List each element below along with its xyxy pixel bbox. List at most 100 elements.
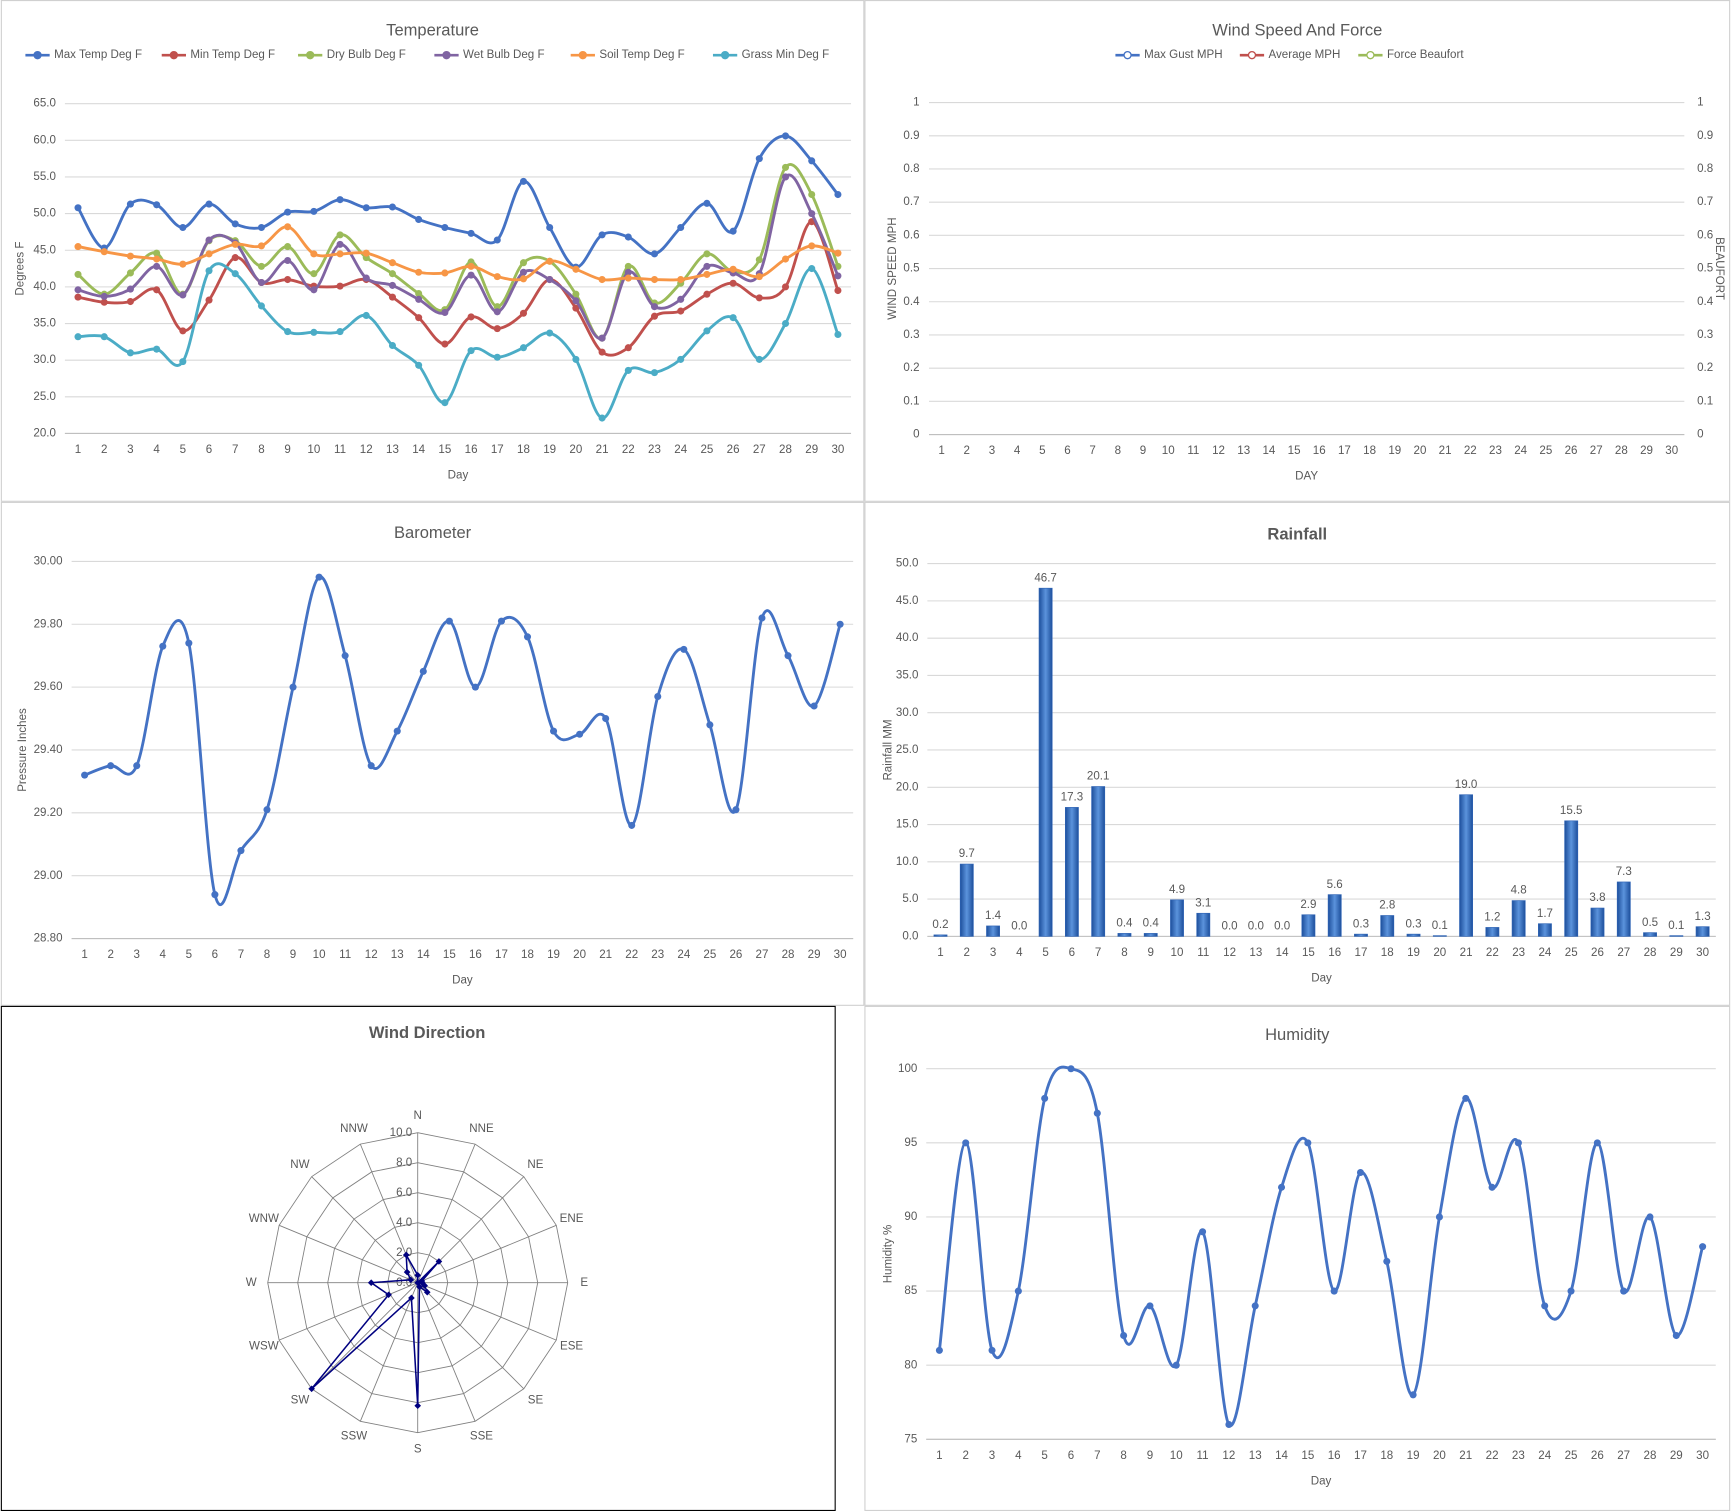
data-label: 0.0 <box>1248 921 1264 933</box>
point <box>519 268 528 276</box>
point <box>336 282 344 290</box>
data-label: 0.0 <box>1222 921 1238 933</box>
x-tick-label: 22 <box>1464 445 1477 457</box>
x-tick-label: 25 <box>703 949 716 961</box>
series-line <box>84 575 842 906</box>
point <box>159 642 167 650</box>
x-tick-label: 10 <box>313 949 326 961</box>
x-tick-label: 28 <box>779 444 792 456</box>
x-tick-label: 5 <box>1039 445 1045 457</box>
data-label: 0.4 <box>1143 918 1160 930</box>
x-tick-label: 10 <box>1170 1450 1183 1462</box>
x-tick-label: 18 <box>1380 1450 1393 1462</box>
point <box>388 259 396 267</box>
x-tick-label: 24 <box>1538 947 1551 959</box>
point <box>310 286 318 294</box>
x-tick-label: 22 <box>1486 947 1499 959</box>
category-label: NNW <box>340 1123 368 1135</box>
data-label: 0.3 <box>1405 918 1421 930</box>
data-label: 1.7 <box>1537 908 1553 920</box>
bar <box>959 863 974 937</box>
point <box>393 727 401 735</box>
point <box>624 274 632 282</box>
x-tick-label: 5 <box>1041 1450 1047 1462</box>
point <box>1172 1361 1180 1369</box>
bar <box>1485 927 1500 937</box>
point <box>1488 1183 1496 1191</box>
chart-title: Rainfall <box>1267 524 1327 543</box>
x-tick-label: 29 <box>1640 445 1653 457</box>
data-label: 20.1 <box>1087 771 1110 783</box>
bar <box>933 934 948 937</box>
data-label: 0.3 <box>1353 918 1369 930</box>
x-tick-label: 19 <box>1407 1450 1420 1462</box>
x-tick-label: 15 <box>1288 445 1301 457</box>
x-tick-label: 1 <box>75 444 81 456</box>
point <box>677 295 685 303</box>
data-label: 1.2 <box>1484 912 1500 924</box>
y2-tick-label: 0.3 <box>1697 329 1713 341</box>
x-tick-label: 23 <box>1512 947 1525 959</box>
point <box>367 1279 375 1287</box>
category-label: W <box>246 1277 257 1289</box>
point <box>729 265 737 273</box>
y2-tick-label: 0.2 <box>1697 362 1713 374</box>
x-tick-label: 23 <box>1489 445 1502 457</box>
point <box>497 617 505 625</box>
x-tick-label: 14 <box>412 444 425 456</box>
x-tick-label: 12 <box>1223 947 1236 959</box>
x-tick-label: 2 <box>101 444 107 456</box>
legend-label: Dry Bulb Deg F <box>327 49 406 61</box>
point <box>550 727 558 735</box>
x-tick-label: 29 <box>1670 947 1683 959</box>
point <box>1146 1302 1154 1310</box>
point <box>1699 1243 1707 1251</box>
point <box>1199 1228 1207 1236</box>
x-tick-label: 9 <box>1148 947 1154 959</box>
spoke <box>311 1282 419 1390</box>
point <box>677 276 685 284</box>
point <box>441 399 449 407</box>
point <box>781 283 790 291</box>
point <box>419 667 427 675</box>
point <box>650 250 659 258</box>
data-label: 0.0 <box>1274 921 1290 933</box>
bar <box>1643 932 1657 937</box>
point <box>624 344 632 352</box>
point <box>257 302 265 310</box>
y-tick-label: 60.0 <box>33 134 56 146</box>
point <box>519 259 528 267</box>
point <box>493 303 501 311</box>
chart-title: Humidity <box>1265 1025 1330 1044</box>
point <box>153 262 161 270</box>
point <box>362 311 370 319</box>
x-tick-label: 7 <box>1095 947 1101 959</box>
spoke <box>359 1282 419 1422</box>
point <box>402 1251 410 1259</box>
point <box>1277 1183 1286 1191</box>
point <box>289 683 297 691</box>
y-axis-label: Humidity % <box>883 1225 895 1284</box>
bar <box>1038 587 1053 937</box>
bar <box>1327 894 1342 937</box>
x-axis-label: Day <box>1311 1475 1332 1487</box>
point <box>467 313 475 321</box>
x-tick-label: 7 <box>1094 1450 1100 1462</box>
data-label: 0.1 <box>1668 920 1684 932</box>
y2-tick-label: 0.9 <box>1697 130 1713 142</box>
point <box>336 196 344 204</box>
point <box>126 349 134 357</box>
x-tick-label: 5 <box>1042 947 1048 959</box>
y-axis-label: WIND SPEED MPH <box>887 217 899 319</box>
point <box>572 297 580 305</box>
point <box>310 328 318 336</box>
x-tick-label: 22 <box>622 444 635 456</box>
point <box>808 242 816 250</box>
spoke <box>311 1176 419 1284</box>
x-tick-label: 11 <box>339 949 351 961</box>
point <box>74 243 82 251</box>
spoke <box>417 1282 476 1422</box>
point <box>179 291 187 299</box>
point <box>703 327 711 335</box>
y-tick-label: 65.0 <box>33 98 56 110</box>
